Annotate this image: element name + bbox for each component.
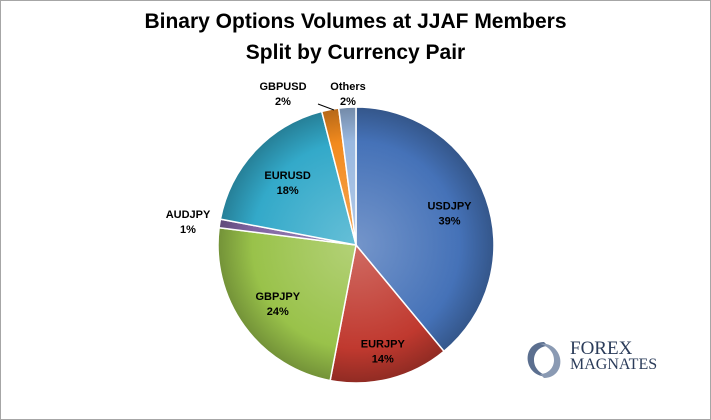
slice-value-others: 2% <box>340 96 356 108</box>
chart-title-line-1: Binary Options Volumes at JJAF Members <box>144 10 567 33</box>
logo-swirl-icon <box>527 342 561 378</box>
slice-value-audjpy: 1% <box>180 224 196 236</box>
forex-magnates-logo: FOREX MAGNATES <box>522 336 662 384</box>
pie-slice-others <box>337 106 357 246</box>
pie-slice-usdjpy <box>355 106 495 353</box>
pie-slice-eurjpy <box>329 243 446 384</box>
logo-text-forex: FOREX <box>570 338 633 359</box>
leader-line-gbpusd <box>317 103 335 111</box>
slice-value-eurjpy: 14% <box>372 353 394 365</box>
logo-text-magnates: MAGNATES <box>570 356 658 373</box>
slice-label-gbpusd: GBPUSD <box>259 81 306 93</box>
slice-label-eurusd: EURUSD <box>264 170 311 182</box>
slice-value-usdjpy: 39% <box>438 215 460 227</box>
slice-value-eurusd: 18% <box>277 185 299 197</box>
slice-label-audjpy: AUDJPY <box>166 209 211 221</box>
slice-label-others: Others <box>330 81 365 93</box>
slice-value-gbpjpy: 24% <box>267 306 289 318</box>
chart-title-line-2: Split by Currency Pair <box>245 41 466 64</box>
slice-label-usdjpy: USDJPY <box>427 200 472 212</box>
slice-label-eurjpy: EURJPY <box>361 338 406 350</box>
slice-value-gbpusd: 2% <box>275 96 291 108</box>
pie-slice-gbpjpy <box>217 226 357 382</box>
pie-slice-eurusd <box>219 110 358 246</box>
chart-title: Binary Options Volumes at JJAF Members S… <box>0 6 711 68</box>
slice-label-gbpjpy: GBPJPY <box>255 291 300 303</box>
